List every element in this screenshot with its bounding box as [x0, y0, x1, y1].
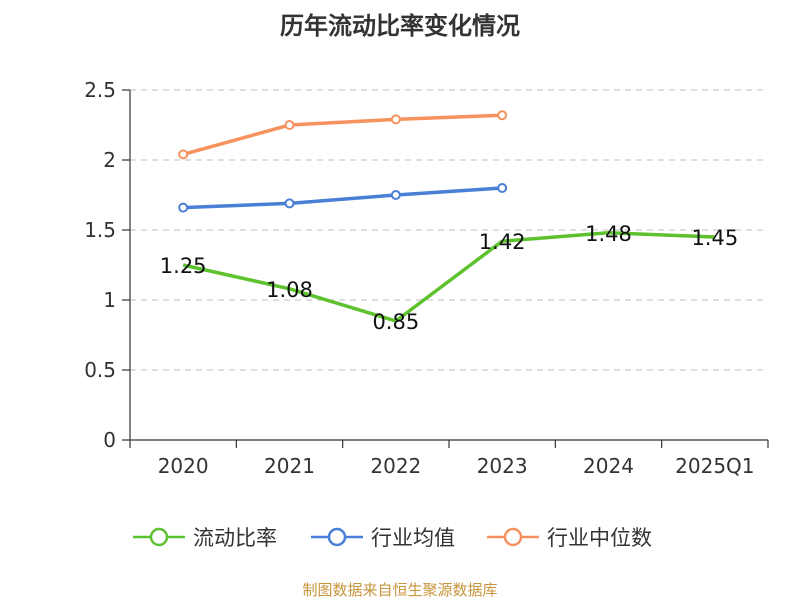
legend-item-industry-average[interactable]: 行业均值 [311, 520, 455, 554]
y-axis-tick-label: 1.5 [84, 218, 116, 242]
x-axis-tick-label: 2020 [158, 454, 209, 478]
series-line [183, 186, 503, 210]
chart-title: 历年流动比率变化情况 [280, 12, 520, 40]
legend-label: 流动比率 [193, 526, 277, 550]
data-source-note: 制图数据来自恒生聚源数据库 [302, 581, 498, 599]
legend-label: 行业均值 [371, 526, 455, 550]
data-label: 0.85 [372, 310, 419, 334]
y-axis-tick-label: 0 [103, 428, 116, 452]
data-point [284, 120, 295, 130]
y-axis-tick-label: 0.5 [84, 358, 116, 382]
x-axis-labels: 2020 2021 2022 2023 2024 2025Q1 [158, 454, 755, 478]
data-label: 1.45 [691, 226, 738, 250]
y-axis-tick-label: 2.5 [84, 78, 116, 102]
data-point [497, 183, 508, 193]
legend-item-current-ratio[interactable]: 流动比率 [133, 520, 277, 554]
series-line [182, 231, 715, 323]
y-axis-tick-label: 2 [103, 148, 116, 172]
legend-item-industry-median[interactable]: 行业中位数 [487, 520, 652, 554]
data-point [284, 198, 295, 209]
legend-line-circle-icon [311, 527, 363, 547]
x-axis-tick-label: 2021 [264, 454, 315, 478]
data-point [178, 202, 189, 213]
legend-line-circle-icon [487, 527, 539, 547]
y-axis-tick-label: 1 [103, 288, 116, 312]
legend-label: 行业中位数 [547, 526, 652, 550]
data-label: 1.42 [479, 230, 526, 254]
data-point [390, 190, 401, 200]
x-axis-tick-label: 2024 [583, 454, 634, 478]
data-label: 1.48 [585, 222, 632, 246]
data-point [178, 149, 189, 160]
legend-line-circle-icon [133, 527, 185, 547]
data-point [390, 114, 401, 125]
data-labels: 1.25 1.08 0.85 1.42 1.48 1.45 [160, 222, 738, 334]
x-axis-tick-label: 2023 [477, 454, 528, 478]
legend: 流动比率 行业均值 行业中位数 [0, 520, 800, 554]
series-group [178, 110, 715, 323]
x-axis-tick-label: 2025Q1 [675, 454, 754, 478]
axes [122, 89, 769, 448]
series-line [182, 113, 503, 157]
x-axis-tick-label: 2022 [370, 454, 421, 478]
y-axis-labels: 0 0.5 1 1.5 2 2.5 [84, 78, 116, 452]
data-label: 1.08 [266, 278, 313, 302]
data-label: 1.25 [160, 254, 207, 278]
grid-lines [130, 89, 768, 371]
data-point [497, 110, 508, 121]
